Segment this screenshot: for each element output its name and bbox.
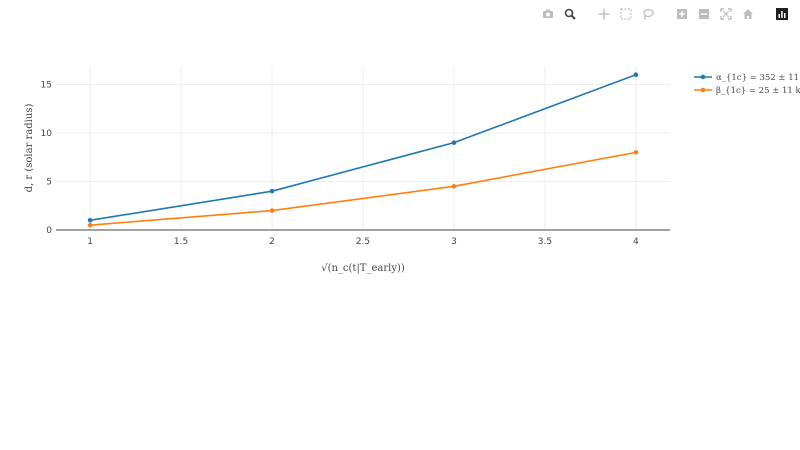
- legend-marker: [700, 87, 706, 93]
- x-tick-label: 2: [269, 237, 275, 247]
- x-tick-label: 1: [87, 237, 93, 247]
- x-tick-label: 2.5: [356, 237, 370, 247]
- camera-icon: [543, 9, 553, 18]
- y-tick-label: 10: [41, 129, 53, 139]
- series-line-0: [89, 73, 637, 222]
- y-tick-label: 0: [46, 226, 52, 236]
- x-tick-label: 3.5: [538, 237, 552, 247]
- y-tick-label: 5: [46, 177, 52, 187]
- grid: [56, 66, 670, 230]
- lasso-icon: [643, 8, 654, 20]
- data-point[interactable]: [633, 72, 639, 78]
- minus-box-icon: [699, 9, 709, 19]
- dashed-box-icon: [620, 8, 632, 20]
- data-point[interactable]: [451, 140, 457, 145]
- home-icon: [743, 9, 753, 19]
- zoom-in-button[interactable]: [674, 6, 690, 22]
- data-point[interactable]: [451, 184, 457, 189]
- move-cross-icon: [598, 8, 610, 20]
- data-point[interactable]: [633, 150, 639, 155]
- tick-labels: 1 1.5 2 2.5 3 3.5 4 0 5 10 15: [41, 80, 639, 247]
- zoom-out-button[interactable]: [696, 6, 712, 22]
- legend-item-0[interactable]: α_{1c} = 352 ± 11 km s⁻¹: [694, 73, 800, 83]
- plotly-logo-button[interactable]: [774, 6, 790, 22]
- y-tick-label: 15: [41, 80, 52, 90]
- x-tick-label: 4: [633, 237, 639, 247]
- series-line-1: [90, 151, 637, 226]
- autoscale-icon: [720, 8, 732, 20]
- legend: α_{1c} = 352 ± 11 km s⁻¹ β_{1c} = 25 ± 11…: [694, 73, 800, 96]
- legend-label: β_{1c} = 25 ± 11 km s⁻¹: [716, 86, 800, 96]
- data-point[interactable]: [87, 217, 93, 223]
- x-tick-label: 1.5: [174, 237, 188, 247]
- lasso-select-button[interactable]: [640, 6, 656, 22]
- y-axis-title: d, r (solar radius): [24, 104, 35, 193]
- data-point[interactable]: [269, 208, 275, 213]
- pan-button[interactable]: [596, 6, 612, 22]
- legend-marker: [700, 74, 706, 80]
- zoom-button[interactable]: [562, 6, 578, 22]
- box-select-button[interactable]: [618, 6, 634, 22]
- plus-box-icon: [677, 9, 687, 19]
- x-axis-title: √(n_c(t|T_early)): [321, 263, 405, 274]
- plotly-logo-icon: [776, 8, 788, 20]
- data-point[interactable]: [87, 222, 93, 228]
- legend-item-1[interactable]: β_{1c} = 25 ± 11 km s⁻¹: [694, 86, 800, 96]
- data-point[interactable]: [269, 188, 275, 194]
- download-plot-button[interactable]: [540, 6, 556, 22]
- modebar: [540, 6, 790, 22]
- series-layer: [87, 72, 639, 228]
- reset-axes-button[interactable]: [740, 6, 756, 22]
- autoscale-button[interactable]: [718, 6, 734, 22]
- magnifier-icon: [564, 8, 576, 20]
- x-tick-label: 3: [451, 237, 457, 247]
- legend-label: α_{1c} = 352 ± 11 km s⁻¹: [716, 73, 800, 83]
